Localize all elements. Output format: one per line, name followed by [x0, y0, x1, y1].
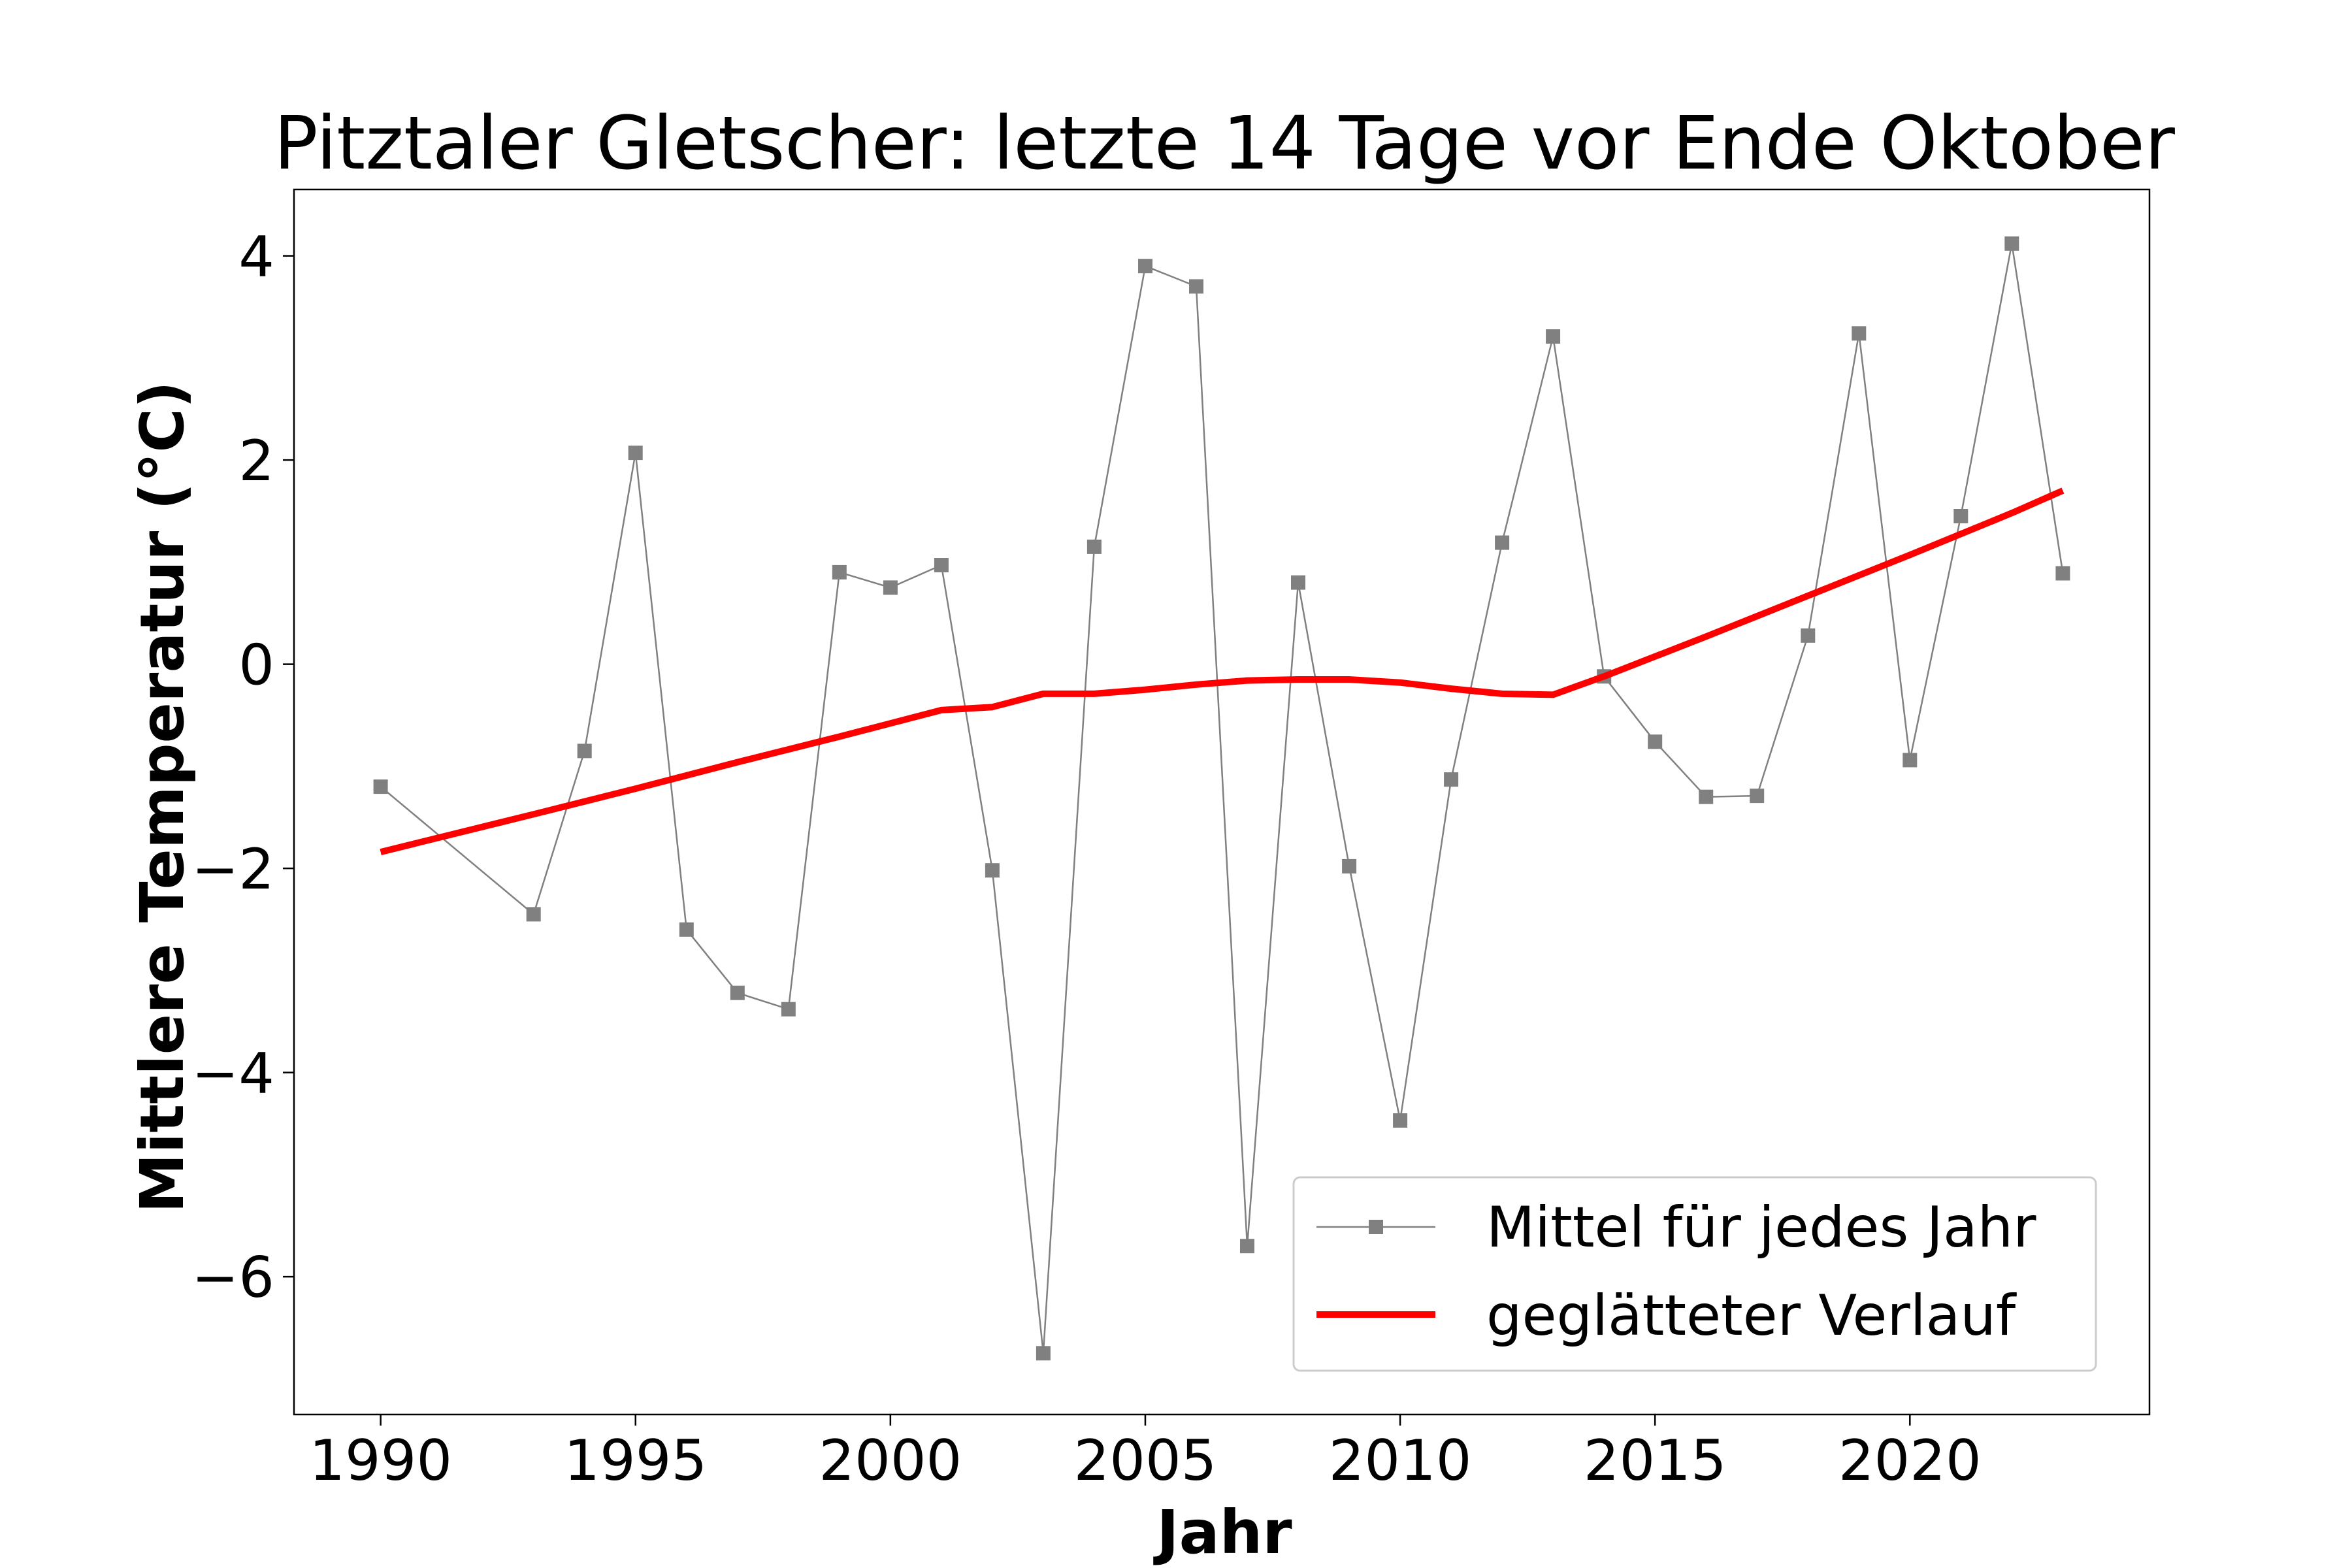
data-point-marker [373, 779, 388, 794]
series-line-smoothed [380, 487, 2065, 855]
data-point-marker [1393, 1113, 1408, 1128]
data-point-marker [1036, 1346, 1051, 1361]
x-tick-label: 2020 [1838, 1428, 1982, 1494]
plot-area [293, 188, 2151, 1416]
data-point-marker [526, 907, 541, 922]
data-point-marker [1903, 753, 1918, 768]
x-tick-label: 2005 [1074, 1428, 1217, 1494]
y-tick-label: −2 [191, 837, 274, 902]
x-axis-ticks: 1990 1995 2000 2005 2010 2015 2020 [309, 1414, 1982, 1494]
data-point-marker [679, 922, 694, 937]
data-point-marker [1699, 789, 1714, 804]
x-tick-label: 2000 [819, 1428, 962, 1494]
data-point-marker [1291, 575, 1305, 590]
data-point-marker [577, 743, 592, 759]
y-tick-label: 0 [238, 633, 274, 698]
legend-box [1292, 1176, 2097, 1372]
data-point-marker [781, 1002, 796, 1017]
data-point-marker [1189, 279, 1203, 294]
data-point-marker [832, 564, 847, 580]
data-point-marker [1953, 509, 1968, 523]
y-tick-label: 2 [238, 429, 274, 494]
x-tick-label: 1990 [309, 1428, 452, 1494]
y-axis-label: Mittlere Temperatur (°C) [127, 381, 197, 1213]
data-point-marker [1086, 539, 1102, 554]
data-point-marker [2055, 566, 2070, 581]
data-point-marker [1546, 329, 1561, 344]
plot-frame [293, 188, 2151, 1416]
x-axis-label: Jahr [1152, 1497, 1292, 1567]
data-point-marker [1240, 1239, 1254, 1254]
x-tick-label: 1995 [564, 1428, 707, 1494]
y-axis-ticks: 4 2 0 −2 −4 −6 [191, 225, 294, 1311]
x-tick-label: 2015 [1584, 1428, 1727, 1494]
legend-marker-yearly-mean [1369, 1220, 1383, 1234]
series-line-yearly-mean [380, 242, 2064, 1354]
data-point-marker [1801, 628, 1816, 643]
data-point-marker [1495, 535, 1510, 550]
data-point-marker [628, 446, 643, 461]
data-point-marker [730, 985, 745, 1000]
data-point-marker [1750, 789, 1765, 804]
chart-title: Pitztaler Gletscher: letzte 14 Tage vor … [274, 101, 2176, 186]
data-point-marker [1852, 326, 1867, 341]
x-tick-label: 2010 [1329, 1428, 1472, 1494]
data-point-marker [1444, 772, 1459, 787]
data-point-marker [1648, 734, 1663, 749]
legend-label-smoothed: geglätteter Verlauf [1486, 1283, 2017, 1348]
data-point-marker [1342, 858, 1357, 874]
y-tick-label: −6 [191, 1245, 274, 1311]
legend: Mittel für jedes Jahr geglätteter Verlauf [1292, 1176, 2097, 1372]
y-tick-label: 4 [238, 225, 274, 290]
data-point-marker [1138, 259, 1152, 274]
data-point-marker [934, 558, 949, 572]
data-point-marker [985, 863, 1000, 878]
data-point-marker [883, 580, 898, 595]
legend-label-yearly-mean: Mittel für jedes Jahr [1486, 1195, 2036, 1260]
y-tick-label: −4 [191, 1041, 274, 1107]
data-point-marker [2004, 236, 2019, 251]
